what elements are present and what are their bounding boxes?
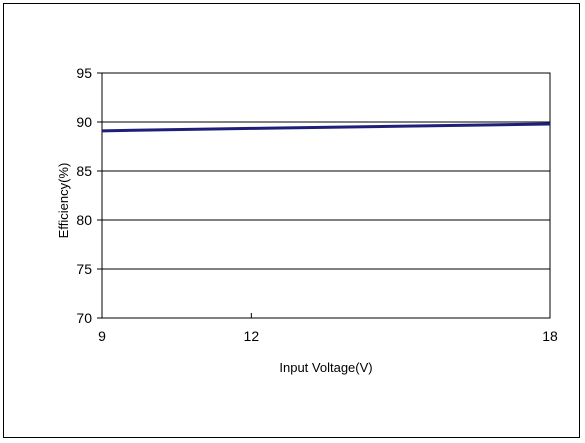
x-axis-label: Input Voltage(V)	[279, 360, 372, 375]
plot-area-border	[101, 72, 551, 319]
y-tick-label: 90	[76, 114, 92, 130]
x-tick-label: 18	[542, 328, 558, 344]
series-layer	[101, 122, 551, 133]
y-tick-label: 80	[76, 212, 92, 228]
y-tick-label: 70	[76, 310, 92, 326]
efficiency-series-line	[101, 122, 551, 133]
y-tick-label: 95	[76, 65, 92, 81]
x-tick-label: 12	[244, 328, 260, 344]
axis-ticks: 70 75 80 85 90 95 9 12 18	[76, 65, 558, 344]
y-axis-label: Efficiency(%)	[56, 163, 71, 239]
gridlines	[102, 121, 550, 270]
x-tick-label: 9	[98, 328, 106, 344]
y-tick-label: 85	[76, 163, 92, 179]
y-tick-label: 75	[76, 261, 92, 277]
